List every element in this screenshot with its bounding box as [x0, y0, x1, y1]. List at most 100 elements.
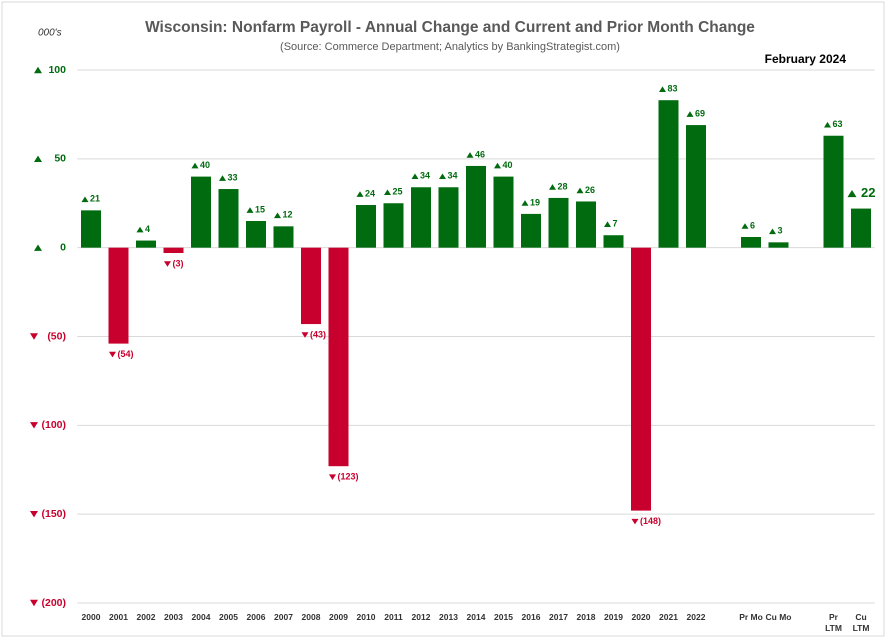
data-label-marker	[686, 111, 694, 117]
y-tick-marker	[30, 333, 38, 340]
y-tick-label: (50)	[47, 330, 66, 342]
bar	[631, 247, 651, 511]
data-label: 26	[585, 185, 595, 195]
bar	[136, 240, 156, 248]
data-label-marker	[219, 175, 226, 181]
x-tick-label: 2015	[494, 612, 513, 622]
bar	[246, 221, 266, 248]
y-tick-label: 50	[54, 153, 66, 165]
bar	[521, 213, 541, 248]
x-tick-label: Pr Mo	[739, 612, 763, 622]
y-tick-marker	[34, 155, 42, 163]
x-tick-label: 2002	[136, 612, 156, 622]
data-label-marker	[274, 212, 281, 219]
data-label: (123)	[338, 472, 359, 482]
data-label: 15	[255, 204, 265, 214]
data-label: 19	[530, 197, 540, 207]
chart-title: Wisconsin: Nonfarm Payroll - Annual Chan…	[145, 19, 755, 36]
data-label-marker	[246, 207, 254, 213]
x-tick-label: 2004	[191, 612, 211, 622]
data-label-marker	[191, 162, 199, 169]
x-tick-label: 2018	[576, 612, 596, 622]
data-label: 21	[90, 194, 100, 204]
bar	[576, 201, 596, 248]
data-label-marker	[356, 191, 364, 197]
bar	[191, 176, 211, 248]
bar	[81, 210, 101, 248]
data-label: 4	[145, 224, 150, 234]
y-tick-marker	[34, 66, 42, 74]
bar	[658, 100, 679, 248]
data-label: 3	[778, 226, 783, 236]
data-label-marker	[847, 189, 857, 198]
x-tick-label: 2007	[274, 612, 293, 622]
data-label: (43)	[310, 329, 326, 339]
bar	[411, 187, 431, 248]
data-label-marker	[411, 173, 419, 180]
data-label-marker	[466, 152, 474, 158]
data-label-marker	[576, 187, 584, 194]
data-label: 40	[200, 160, 210, 170]
bar	[741, 237, 761, 248]
data-label: 28	[558, 181, 568, 191]
data-label-marker	[384, 189, 391, 196]
data-label-marker	[659, 86, 666, 93]
x-tick-label: 2019	[604, 612, 623, 622]
bar	[548, 197, 569, 248]
y-tick-label: 100	[48, 64, 66, 76]
x-tick-label: Cu Mo	[765, 612, 792, 622]
bar	[108, 247, 129, 344]
data-label: 6	[750, 220, 755, 230]
bar	[356, 205, 376, 248]
data-label: 25	[393, 187, 403, 197]
data-label: 7	[613, 219, 618, 229]
data-label-marker	[631, 518, 639, 525]
bar	[686, 125, 706, 248]
unit-label: 000's	[38, 28, 62, 39]
data-label: 69	[695, 108, 705, 118]
bar	[851, 208, 871, 248]
data-label: 22	[861, 185, 875, 200]
data-label-marker	[549, 184, 556, 190]
data-label-marker	[81, 196, 89, 203]
data-label: (148)	[640, 516, 661, 526]
x-tick-label: 2017	[549, 612, 568, 622]
data-label: 24	[365, 188, 375, 198]
data-label-marker	[329, 474, 336, 480]
x-tick-label: 2021	[659, 612, 678, 622]
x-tick-label: 2014	[466, 612, 486, 622]
x-tick-label: 2009	[329, 612, 348, 622]
x-tick-label: 2012	[411, 612, 431, 622]
x-tick-label: 2003	[164, 612, 183, 622]
bar	[466, 165, 486, 248]
x-tick-label: 2020	[631, 612, 651, 622]
bar	[301, 247, 321, 325]
data-label: (3)	[173, 258, 184, 268]
bar	[493, 176, 514, 248]
x-tick-label: 2016	[521, 612, 541, 622]
data-label-marker	[301, 332, 309, 338]
y-tick-label: 0	[60, 241, 66, 253]
data-label-marker	[439, 173, 446, 180]
data-label-marker	[604, 221, 611, 228]
bar	[383, 203, 404, 248]
data-label-marker	[494, 162, 501, 169]
x-tick-label: 2013	[439, 612, 458, 622]
data-label: 33	[228, 172, 238, 182]
bar	[218, 189, 239, 248]
bar	[603, 235, 624, 248]
data-label: 83	[668, 84, 678, 94]
y-tick-marker	[30, 422, 38, 429]
y-tick-marker	[34, 244, 42, 251]
x-tick-label: 2006	[246, 612, 266, 622]
data-label-marker	[741, 223, 749, 229]
data-label: 46	[475, 149, 485, 159]
data-label: 40	[503, 160, 513, 170]
y-tick-marker	[30, 599, 38, 607]
bar	[328, 247, 349, 467]
date-label: February 2024	[765, 52, 847, 66]
data-label: 63	[833, 119, 843, 129]
data-label-marker	[824, 121, 831, 128]
